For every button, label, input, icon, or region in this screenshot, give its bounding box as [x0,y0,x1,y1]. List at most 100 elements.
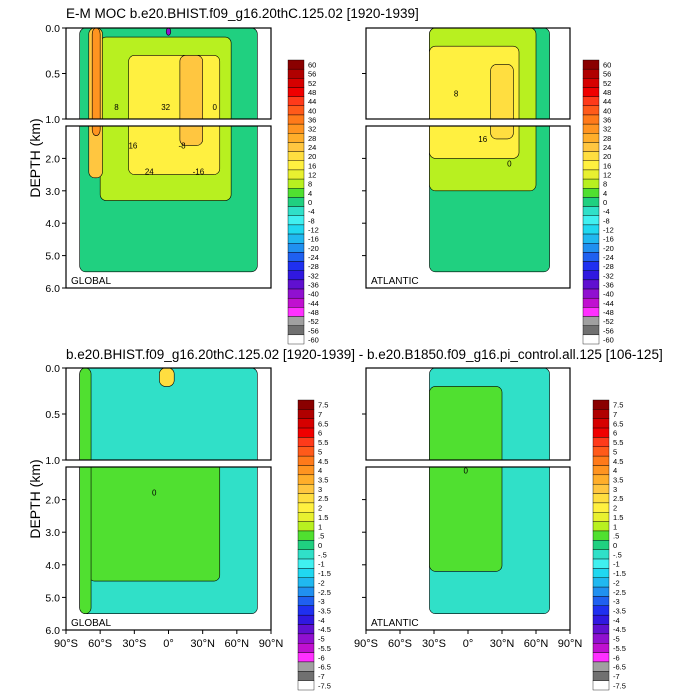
contour-region [88,467,221,582]
colorbar-label: -.5 [318,550,327,559]
colorbar-swatch [592,596,610,607]
panel-label: ATLANTIC [371,618,419,629]
colorbar-label: -2 [613,578,620,587]
colorbar-swatch [297,455,315,466]
colorbar-swatch [297,483,315,494]
colorbar-label: -36 [603,280,614,289]
colorbar-swatch [592,409,610,419]
x-tick-label: 30°S [422,638,446,650]
colorbar-swatch [297,614,315,625]
colorbar-swatch [297,596,315,607]
x-tick-label: 60°N [524,638,549,650]
colorbar-label: -32 [308,271,319,280]
colorbar-label: 2 [318,504,322,513]
colorbar-swatch [297,680,315,691]
colorbar-label: 7 [318,410,322,419]
colorbar-label: -20 [603,244,614,253]
colorbar-label: 4 [613,466,617,475]
colorbar-swatch [297,399,315,410]
colorbar-swatch [297,652,315,663]
colorbar-label: 5 [613,447,617,456]
colorbar-label: 60 [308,61,316,70]
colorbar-swatch [582,197,600,207]
colorbar-swatch [287,307,305,317]
colorbar-swatch [297,409,315,419]
colorbar-swatch [582,151,600,161]
colorbar-label: -3 [318,597,325,606]
colorbar-swatch [287,59,305,70]
colorbar-label: 36 [603,116,611,125]
colorbar-swatch [297,465,315,476]
contour-label: 24 [145,168,154,177]
colorbar-swatch [297,540,315,550]
colorbar-label: -32 [603,271,614,280]
colorbar-label: -28 [603,262,614,271]
colorbar-label: -6.5 [613,663,626,672]
colorbar-label: -24 [308,253,319,262]
colorbar-label: -48 [603,308,614,317]
colorbar-label: 32 [308,125,316,134]
colorbar-label: 1 [318,522,322,531]
colorbar-swatch [582,307,600,317]
contour-region [179,55,203,119]
colorbar-label: -12 [603,225,614,234]
colorbar-swatch [287,197,305,207]
colorbar-swatch [592,540,610,550]
x-tick-label: 90°S [354,638,378,650]
x-tick-label: 60°S [388,638,412,650]
contour-region [179,126,203,146]
colorbar-swatch [297,633,315,644]
colorbar-label: -56 [603,326,614,335]
colorbar-swatch [287,233,305,244]
colorbar-swatch [582,224,600,235]
panel-global-top: 8 16 24 32 -8 -16 0 GLOBAL 0.0 0.5 1.0 2.0 3.0 4.0 5.0… [45,23,272,295]
y-tick-label: 0.0 [45,363,60,375]
colorbar-swatch [287,78,305,88]
colorbar-swatch [287,334,305,345]
colorbar-swatch [582,160,600,171]
colorbar-label: -2.5 [318,588,331,597]
colorbar-swatch [592,446,610,457]
colorbar-swatch [287,252,305,262]
colorbar-swatch [287,261,305,271]
colorbar-label: -60 [603,335,614,344]
x-tick-label: 60°S [88,638,112,650]
colorbar-label: -4 [308,207,315,216]
colorbar-swatch [582,233,600,244]
colorbar-label: -3.5 [613,606,626,615]
colorbar-label: 7 [613,410,617,419]
colorbar-swatch [592,568,610,578]
colorbar-label: -1 [318,560,325,569]
colorbar-swatch [592,502,610,513]
y-tick-label: 0.5 [45,409,60,421]
colorbar-swatch [582,288,600,299]
colorbar-swatch [592,633,610,644]
colorbar-label: 12 [308,171,316,180]
colorbar-label: 4 [318,466,322,475]
colorbar-swatch [592,643,610,653]
y-tick-label: 2.0 [45,153,60,165]
colorbar-swatch [592,671,610,681]
y-tick-label: 6.0 [45,625,60,637]
colorbar-label: -1 [613,560,620,569]
colorbar-swatch [592,586,610,597]
colorbar-swatch [592,418,610,429]
contour-region [429,386,503,460]
x-tick-label: 30°N [190,638,215,650]
colorbar-label: -4 [603,207,610,216]
colorbar-label: 24 [308,143,316,152]
colorbar-label: 4.5 [613,457,623,466]
colorbar-label: 0 [603,198,607,207]
y-tick-label: 6.0 [45,283,60,295]
colorbar-label: -5.5 [318,644,331,653]
colorbar-swatch [592,512,610,522]
colorbar-swatch [582,114,600,125]
colorbar-swatch [297,586,315,597]
colorbar-label: 48 [308,88,316,97]
colorbar-label: .5 [318,532,324,541]
colorbar-swatch [582,133,600,143]
colorbar-label: -4 [613,616,620,625]
colorbar-label: 5.5 [613,438,623,447]
colorbar-swatch [287,142,305,152]
colorbar-swatch [592,577,610,588]
